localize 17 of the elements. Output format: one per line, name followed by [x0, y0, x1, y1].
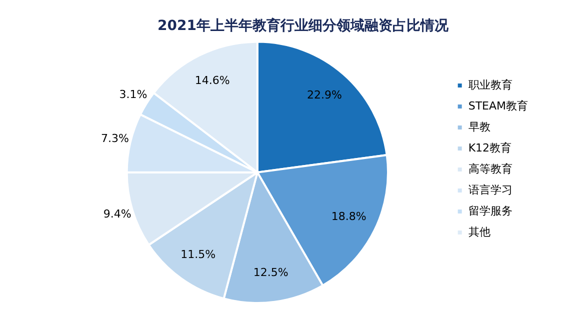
legend-label: 留学服务	[468, 204, 512, 218]
chart-title: 2021年上半年教育行业细分领域融资占比情况	[158, 17, 450, 34]
data-label: 3.1%	[119, 88, 148, 101]
legend-label: 职业教育	[468, 78, 512, 92]
data-label: 11.5%	[180, 248, 216, 262]
data-label: 22.9%	[307, 88, 342, 102]
data-label: 7.3%	[101, 132, 129, 145]
legend-label: K12教育	[468, 141, 512, 154]
legend-label: 语言学习	[468, 183, 512, 196]
data-label: 18.8%	[331, 210, 366, 224]
legend-label: STEAM教育	[468, 99, 528, 112]
legend-label: 其他	[468, 225, 490, 238]
data-label: 9.4%	[103, 208, 132, 221]
legend-label: 早教	[468, 120, 490, 134]
data-label: 12.5%	[253, 266, 288, 280]
data-label: 14.6%	[194, 74, 230, 87]
legend-label: 高等教育	[468, 162, 512, 176]
